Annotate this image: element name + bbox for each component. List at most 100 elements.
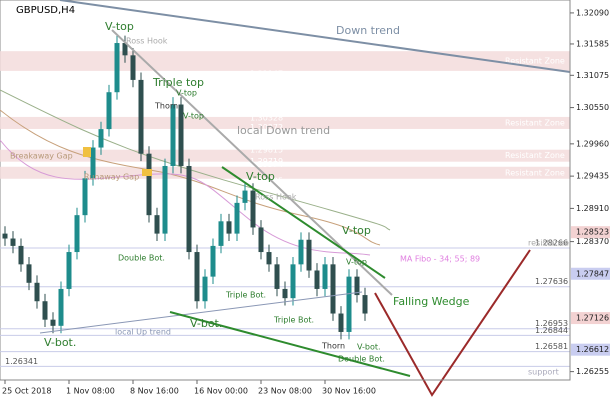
level-label: 1.26844 [535,326,568,335]
level-label: 1.27636 [535,277,568,286]
y-tick-label: 1.31585 [576,39,609,48]
candle-body [106,92,112,130]
ma-line [0,139,371,256]
x-tick-label: 1 Nov 08:00 [66,387,115,396]
level-label: 1.28266 [535,238,568,247]
zone-price: 1.29405 [250,176,283,185]
candle-body [330,264,336,314]
wedge-upper-line [221,166,386,279]
x-tick-label: 25 Oct 2018 [2,387,51,396]
candle-body [146,153,152,216]
annotation: Ross Hook [126,37,168,46]
candle-body [362,295,368,314]
annotation: resistance [528,239,569,248]
level-label: 1.26341 [5,357,38,366]
candle-body [50,319,56,326]
annotation: V-bot. [44,336,76,349]
x-tick-label: 8 Nov 16:00 [130,387,179,396]
price-box-label: 1.27847 [576,269,609,278]
annotation: local Down trend [237,124,330,137]
price-box-label: 1.26612 [576,345,609,354]
candle-body [186,165,192,253]
zone-price: 1.30272 [250,123,283,132]
zone-price: 1.29815 [250,145,283,154]
annotation: V-top [176,89,197,98]
candle-body [290,264,296,299]
annotation: V-bot. [357,343,381,352]
y-tick-label: 1.31075 [576,71,609,80]
candle-body [162,165,168,234]
candle-body [130,55,136,80]
y-tick-label: 1.28910 [576,204,609,213]
y-tick-label: 1.29435 [576,172,609,181]
candle-body [306,239,312,271]
candle-body [354,276,360,296]
candle-body [170,104,176,166]
annotation: V-top [346,258,367,267]
candle-body [226,221,232,234]
price-box [571,267,610,280]
down-trend-line [59,0,571,73]
annotation: local Up trend [115,328,171,337]
candle-body [114,43,120,93]
price-box-label: 1.28523 [576,228,609,237]
candle-body [178,104,184,166]
annotation: Thorn [321,342,345,351]
zone-price: 1.31468 [250,44,283,53]
level-label: 1.26953 [535,319,568,328]
annotation: Runaway Gap [84,173,139,182]
annotation: Triple top [152,76,204,89]
candle-body [138,79,144,154]
local-up-trend-line [39,291,363,334]
candle-body [338,313,344,332]
zone-label: Resistant Zone [505,57,565,66]
annotation: Triple Bot. [273,316,314,325]
annotation: MA Fibo - 34; 55; 89 [400,255,480,264]
zone-price: 1.31147 [250,69,283,78]
zone-label: Resistant Zone [505,168,565,177]
chart-title: GBPUSD,H4 [16,5,75,16]
annotation: V-bot. [190,317,222,330]
candle-body [210,245,216,277]
candle-body [90,147,96,179]
candle-body [274,264,280,289]
resistant-zone [0,51,570,71]
x-tick-label: 30 Nov 16:00 [322,387,376,396]
zone-price: 1.29574 [250,160,283,169]
candle-body [18,245,24,265]
annotation: V-top [246,170,275,183]
candle-body [258,227,264,253]
candle-body [10,238,16,246]
candle-body [234,202,240,234]
candle-body [98,129,104,148]
y-tick-label: 1.28370 [576,237,609,246]
y-tick-label: 1.26255 [576,367,609,376]
annotation: Ross Hook [255,193,297,202]
annotation: support [528,368,559,377]
annotation: V-top [183,112,204,121]
candle-body [2,233,8,239]
candle-body [26,264,32,283]
candle-body [58,288,64,326]
candle-body [242,190,248,203]
ma-line [0,89,391,231]
candle-body [266,252,272,265]
annotation: Double Bot. [338,355,385,364]
annotation: V-top [105,20,134,33]
candle-body [298,239,304,265]
x-tick-label: 16 Nov 00:00 [194,387,248,396]
candle-body [122,43,128,56]
candle-body [282,288,288,299]
projection-line [374,249,531,397]
candle-body [314,270,320,289]
annotation: Falling Wedge [393,295,470,308]
candle-body [218,221,224,246]
annotation: Double Bot. [118,254,165,263]
price-box [571,312,610,325]
annotation: Down trend [336,24,400,37]
candle-body [154,215,160,234]
annotation: V-top [342,224,371,237]
gap-marker [142,169,152,176]
wedge-lower-line [169,311,411,377]
